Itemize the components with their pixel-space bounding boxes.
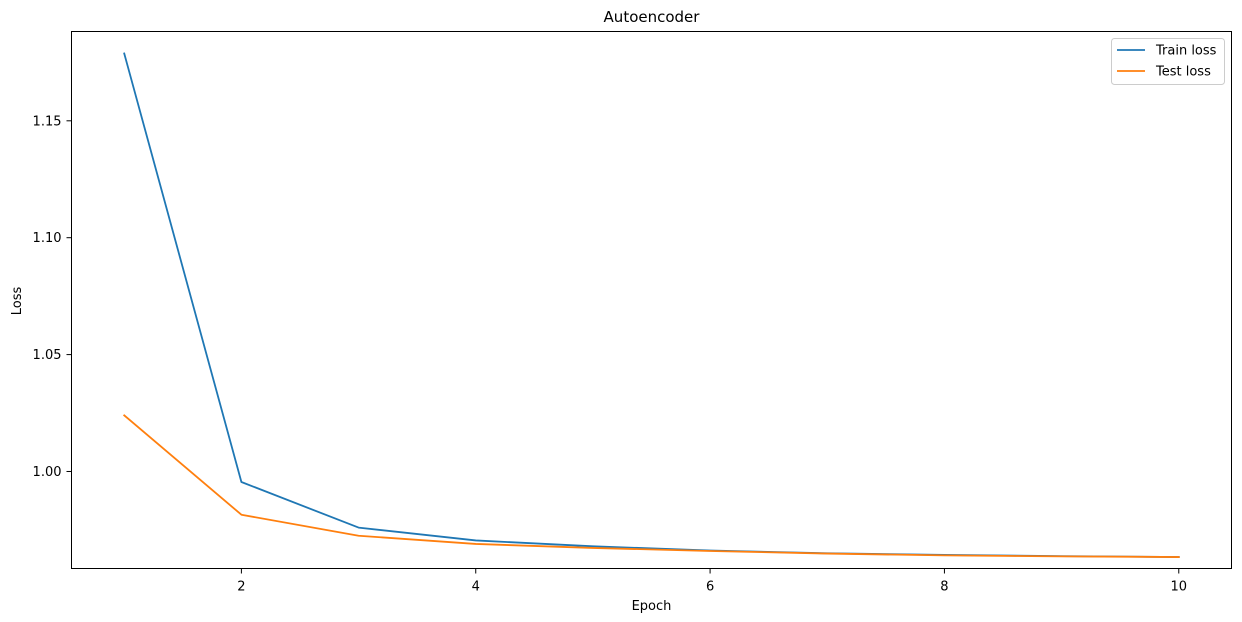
y-axis-label: Loss xyxy=(10,287,25,316)
legend: Train loss Test loss xyxy=(1111,38,1225,85)
y-tick-label: 1.00 xyxy=(33,465,62,480)
series-line-train-loss xyxy=(123,52,1180,558)
series-lines xyxy=(122,52,1180,558)
series-line-test-loss xyxy=(122,414,1180,558)
y-tick-label: 1.10 xyxy=(33,231,62,246)
y-tick-label: 1.05 xyxy=(33,348,62,363)
chart-title: Autoencoder xyxy=(604,8,701,26)
x-tick-label: 6 xyxy=(706,580,714,595)
x-tick-label: 10 xyxy=(1170,580,1187,595)
axis-ticks: 2 4 6 8 10 1.00 1.05 1.10 1.15 xyxy=(33,114,1187,594)
x-axis-label: Epoch xyxy=(632,599,672,614)
x-tick-label: 8 xyxy=(940,580,948,595)
plot-area-frame xyxy=(71,31,1232,569)
legend-label: Test loss xyxy=(1155,65,1211,80)
legend-label: Train loss xyxy=(1155,44,1217,59)
y-tick-label: 1.15 xyxy=(33,114,62,129)
x-tick-label: 4 xyxy=(472,580,480,595)
x-tick-label: 2 xyxy=(237,580,245,595)
